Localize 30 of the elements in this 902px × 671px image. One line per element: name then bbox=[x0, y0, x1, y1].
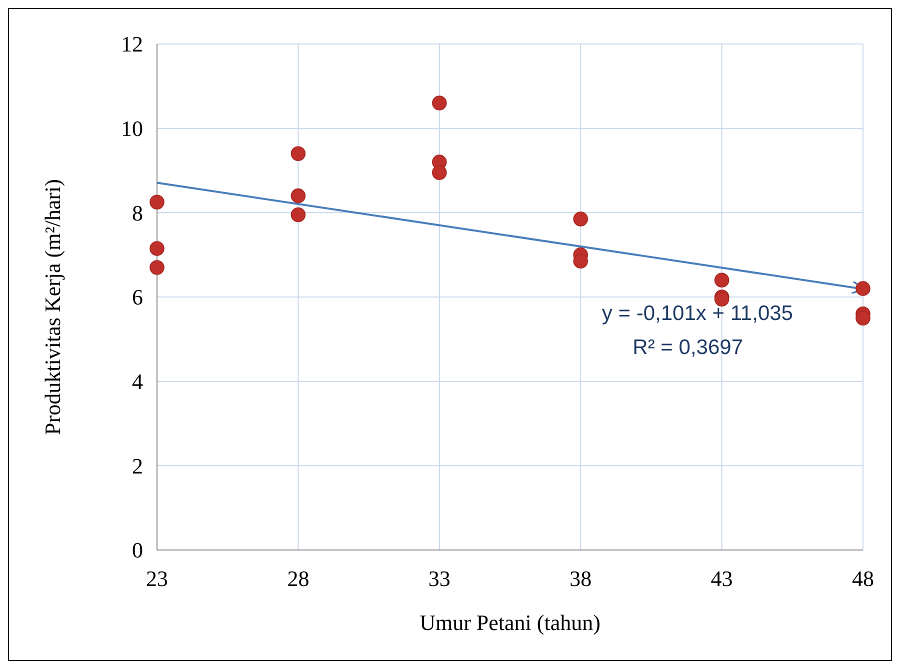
x-tick-label: 23 bbox=[146, 566, 168, 591]
point bbox=[573, 254, 588, 269]
y-tick-label: 10 bbox=[121, 116, 143, 142]
annotation: y = -0,101x + 11,035 bbox=[602, 302, 793, 325]
point bbox=[714, 272, 730, 288]
y-tick-label: 6 bbox=[132, 284, 143, 310]
x-tick-label: 48 bbox=[852, 566, 874, 591]
y-tick-label: 8 bbox=[132, 200, 143, 226]
y-axis-title: Produktivitas Kerja (m²/hari) bbox=[40, 179, 65, 435]
y-tick-label: 4 bbox=[132, 369, 143, 394]
point bbox=[856, 310, 870, 326]
point bbox=[432, 165, 447, 180]
point bbox=[290, 207, 306, 222]
y-tick-label: 12 bbox=[121, 32, 143, 57]
point bbox=[573, 212, 588, 226]
point bbox=[290, 146, 306, 162]
x-tick-label: 38 bbox=[570, 566, 592, 591]
point bbox=[290, 188, 306, 204]
point bbox=[432, 96, 447, 110]
point bbox=[856, 281, 870, 296]
x-tick-label: 33 bbox=[428, 566, 450, 591]
y-tick-label: 2 bbox=[132, 453, 143, 478]
x-axis-title: Umur Petani (tahun) bbox=[420, 610, 600, 635]
x-tick-label: 28 bbox=[287, 566, 310, 591]
annotation: R² = 0,3697 bbox=[632, 336, 743, 359]
point bbox=[150, 241, 164, 256]
y-tick-label: 0 bbox=[132, 538, 143, 563]
point bbox=[150, 194, 164, 210]
point bbox=[150, 260, 164, 275]
x-tick-label: 43 bbox=[710, 566, 733, 591]
